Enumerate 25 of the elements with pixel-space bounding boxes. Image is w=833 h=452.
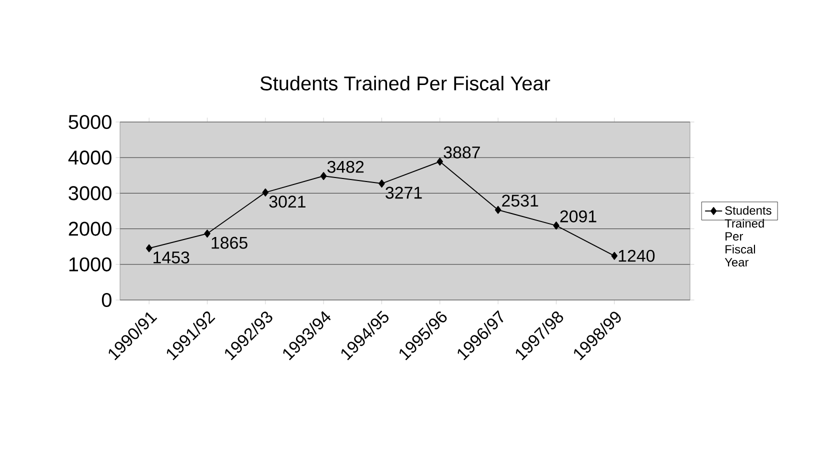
y-tick-label: 5000 <box>68 114 112 130</box>
y-tick-label: 1000 <box>69 257 112 272</box>
point <box>204 230 210 238</box>
y-tick-label: 2000 <box>68 222 112 236</box>
point <box>436 158 444 166</box>
point <box>494 206 502 214</box>
point <box>553 222 560 230</box>
legend-label: Students Trained Per Fiscal Year <box>724 206 772 266</box>
chart-title: Students Trained Per Fiscal Year <box>260 76 550 90</box>
data-label: 1453 <box>154 251 190 264</box>
data-label: 1865 <box>212 236 248 249</box>
point <box>146 244 152 252</box>
point <box>611 252 618 260</box>
y-tick-label: 3000 <box>68 186 112 200</box>
data-label: 1240 <box>618 250 655 262</box>
data-label: 3482 <box>327 160 364 173</box>
y-tick-label: 4000 <box>68 150 112 165</box>
point <box>378 180 385 188</box>
data-label: 3021 <box>269 196 306 208</box>
y-tick-label: 0 <box>102 292 112 308</box>
data-label: 2091 <box>560 210 596 222</box>
point <box>320 172 327 180</box>
point <box>262 188 269 196</box>
data-label: 3887 <box>444 146 480 158</box>
data-label: 2531 <box>502 194 538 207</box>
